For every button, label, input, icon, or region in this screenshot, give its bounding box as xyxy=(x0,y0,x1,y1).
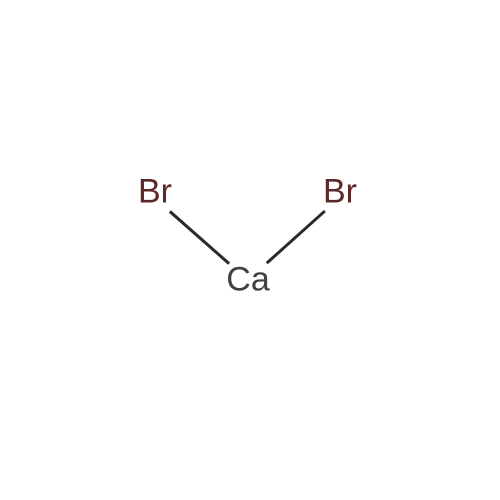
atom-ca-center: Ca xyxy=(226,261,269,300)
chemical-structure-diagram: Br Br Ca xyxy=(0,0,500,500)
atom-br-right: Br xyxy=(323,173,357,212)
bond-br2-ca xyxy=(266,210,326,264)
bond-br1-ca xyxy=(169,210,230,264)
atom-br-left: Br xyxy=(138,173,172,212)
